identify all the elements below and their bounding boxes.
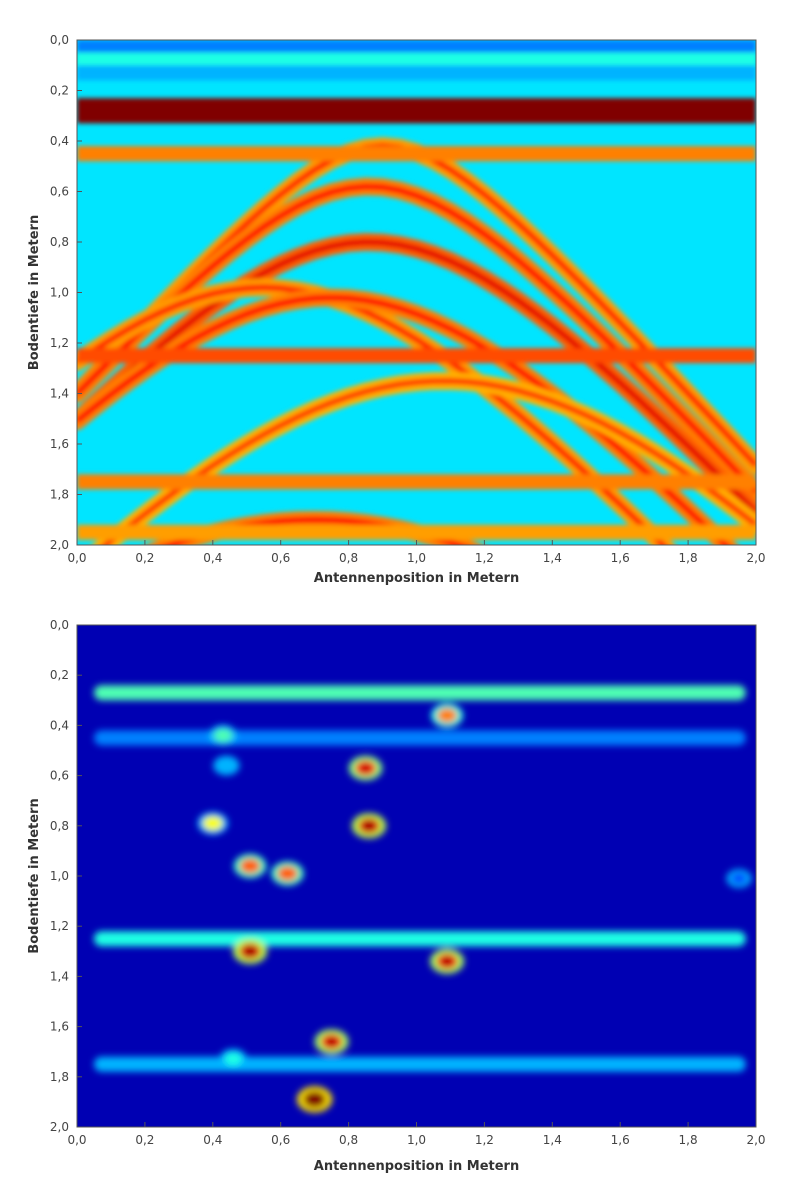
y-tick-label: 1,8 (50, 488, 69, 502)
x-tick-label: 1,4 (543, 1133, 562, 1147)
y-tick-label: 1,0 (50, 286, 69, 300)
y-tick-label: 0,4 (50, 134, 69, 148)
band-2 (94, 730, 746, 746)
x-axis-title-2: Antennenposition in Metern (314, 1159, 519, 1174)
band-4 (77, 98, 756, 124)
x-tick-label: 1,0 (407, 551, 426, 565)
y-tick-label: 1,6 (50, 437, 69, 451)
reflector-3 (213, 755, 240, 776)
y-tick-label: 0,8 (50, 819, 69, 833)
y-tick-label: 0,2 (50, 668, 69, 682)
x-tick-label: 1,0 (407, 1133, 426, 1147)
x-axis-1: 0,0 0,2 0,4 0,6 0,8 1,0 1,2 1,4 1,6 1,8 2,0 (67, 540, 766, 565)
reflector-7 (233, 853, 267, 879)
y-tick-label: 1,2 (50, 336, 69, 350)
x-tick-label: 0,6 (271, 1133, 290, 1147)
reflector-9 (726, 869, 752, 888)
y-tick-label: 2,0 (50, 1120, 69, 1134)
band-6 (77, 348, 756, 364)
heatmap-2-background (77, 625, 756, 1127)
y-axis-title-1: Bodentiefe in Metern (27, 215, 42, 370)
band-3 (77, 65, 756, 81)
x-axis-2: 0,0 0,2 0,4 0,6 0,8 1,0 1,2 1,4 1,6 1,8 2,0 (67, 1122, 766, 1147)
reflector-4 (348, 755, 383, 781)
band-1 (77, 40, 756, 56)
heatmap-1 (77, 40, 756, 545)
x-tick-label: 0,8 (339, 1133, 358, 1147)
x-tick-label: 0,2 (135, 551, 154, 565)
chart-2: 0,0 0,2 0,4 0,6 0,8 1,0 1,2 1,4 1,6 1,8 2,0 0,0 0,2… (27, 618, 766, 1174)
hyperbola-core-5 (77, 294, 730, 545)
x-tick-label: 0,8 (339, 551, 358, 565)
band-1 (94, 685, 746, 701)
y-tick-label: 1,4 (50, 387, 69, 401)
hyperbola-core-2 (77, 183, 756, 494)
y-tick-label: 0,6 (50, 185, 69, 199)
x-tick-label: 0,2 (135, 1133, 154, 1147)
band-3 (94, 931, 746, 947)
x-tick-label: 1,8 (679, 1133, 698, 1147)
x-tick-label: 1,4 (543, 551, 562, 565)
x-tick-label: 1,2 (475, 551, 494, 565)
heatmap-1-marks (77, 40, 756, 545)
reflector-12 (314, 1029, 349, 1055)
y-tick-label: 1,8 (50, 1070, 69, 1084)
y-tick-label: 1,4 (50, 969, 69, 983)
x-tick-label: 1,8 (679, 551, 698, 565)
band-4 (94, 1056, 746, 1072)
y-tick-label: 0,6 (50, 769, 69, 783)
reflector-11 (430, 948, 465, 974)
y-tick-label: 0,0 (50, 618, 69, 632)
x-tick-label: 0,0 (67, 551, 86, 565)
reflector-5 (197, 812, 229, 835)
y-tick-label: 0,2 (50, 84, 69, 98)
y-axis-2: 0,0 0,2 0,4 0,6 0,8 1,0 1,2 1,4 1,6 1,8 2,0 (50, 618, 82, 1134)
band-2 (77, 52, 756, 68)
reflector-13 (219, 1048, 248, 1070)
x-tick-label: 0,4 (203, 1133, 222, 1147)
reflector-8 (271, 861, 304, 886)
y-axis-title-2: Bodentiefe in Metern (27, 798, 42, 953)
reflector-6 (351, 813, 387, 839)
hyperbola-core-3 (77, 238, 756, 515)
y-tick-label: 0,8 (50, 235, 69, 249)
x-axis-title-1: Antennenposition in Metern (314, 571, 519, 586)
x-tick-label: 0,6 (271, 551, 290, 565)
x-tick-label: 1,6 (611, 1133, 630, 1147)
y-axis-1: 0,0 0,2 0,4 0,6 0,8 1,0 1,2 1,4 1,6 1,8 2,0 (50, 33, 82, 552)
heatmap-2-marks (94, 685, 752, 1113)
reflector-14 (296, 1086, 333, 1113)
x-tick-label: 2,0 (746, 1133, 765, 1147)
x-tick-label: 0,0 (67, 1133, 86, 1147)
x-tick-label: 1,2 (475, 1133, 494, 1147)
reflector-1 (431, 703, 464, 728)
band-8 (77, 524, 756, 540)
y-tick-label: 1,6 (50, 1020, 69, 1034)
chart-1: 0,0 0,2 0,4 0,6 0,8 1,0 1,2 1,4 1,6 1,8 2,0 0,0 0,2… (27, 33, 766, 586)
x-tick-label: 2,0 (746, 551, 765, 565)
y-tick-label: 1,2 (50, 919, 69, 933)
reflector-2 (208, 724, 238, 746)
y-tick-label: 0,0 (50, 33, 69, 47)
reflector-10 (233, 938, 268, 964)
y-tick-label: 0,4 (50, 718, 69, 732)
x-tick-label: 0,4 (203, 551, 222, 565)
x-tick-label: 1,6 (611, 551, 630, 565)
band-5 (77, 146, 756, 162)
heatmap-2 (77, 625, 756, 1127)
y-tick-label: 1,0 (50, 869, 69, 883)
y-tick-label: 2,0 (50, 538, 69, 552)
band-7 (77, 474, 756, 490)
